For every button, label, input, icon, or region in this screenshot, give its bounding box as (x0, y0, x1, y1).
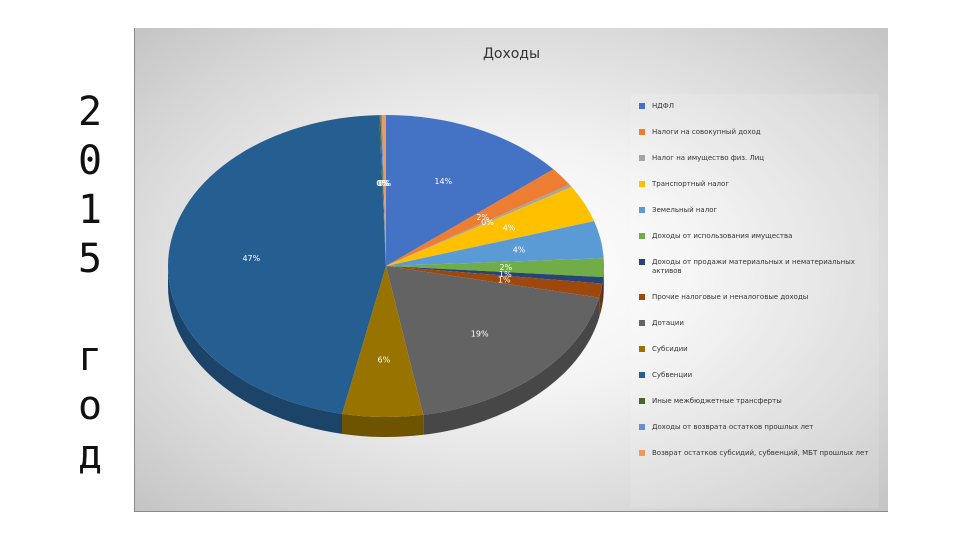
year-char: 0 (77, 138, 103, 184)
pie-slice (379, 115, 386, 266)
pie-slice (380, 115, 386, 267)
pie-slice (386, 186, 595, 266)
chart-title: Доходы (482, 46, 541, 62)
pie-data-label: 2% (476, 213, 489, 222)
pie-data-label: 1% (499, 270, 512, 279)
legend-label: Дотации (652, 319, 684, 327)
legend-label: Прочие налоговые и неналоговые доходы (652, 293, 809, 301)
legend-swatch (639, 233, 645, 239)
pie-slice (167, 115, 386, 414)
pie-slice-side (342, 413, 424, 437)
year-char: 5 (77, 236, 103, 282)
pie-slice (342, 266, 424, 417)
pie-slice-side (603, 266, 604, 298)
legend-swatch (639, 129, 645, 135)
pie-slice (386, 221, 604, 266)
legend-swatch (639, 372, 645, 378)
pie-data-label: 19% (471, 329, 489, 338)
pie-slice (386, 169, 570, 266)
pie-data-label: 47% (242, 254, 260, 263)
pie-slice (386, 266, 604, 284)
chart-area: Доходы 14% 2% 0% 4% 4% 2% 1% 1% 19% 6% 47% 0% 0% 0% Н… (134, 28, 888, 512)
legend-swatch (639, 181, 645, 187)
legend-label: Иные межбюджетные трансферты (652, 397, 782, 405)
pie-slice (386, 184, 572, 266)
pie-data-label: 14% (434, 177, 452, 186)
pie-data-label: 0% (377, 179, 390, 188)
legend-label: Доходы от возврата остатков прошлых лет (652, 423, 814, 431)
legend-swatch (639, 450, 645, 456)
year-char: 1 (77, 187, 103, 233)
legend-label: Транспортный налог (652, 180, 729, 188)
pie-slice-side (423, 297, 600, 435)
pie-slice (386, 115, 554, 266)
pie-chart: 14%2%0%4%4%2%1%1%19%6%47%0%0%0% (167, 115, 604, 437)
legend-label: Доходы от продажи материальных и нематер… (652, 258, 855, 275)
legend-label: Субсидии (652, 345, 688, 353)
year-char: д (77, 432, 103, 478)
year-vertical-label: 2 0 1 5 г о д (70, 88, 110, 480)
legend-swatch (639, 424, 645, 430)
pie-data-label: 1% (498, 276, 511, 285)
year-char: 2 (77, 89, 103, 135)
legend-swatch (639, 398, 645, 404)
legend-label: Субвенции (652, 371, 693, 379)
pie-slice (386, 266, 603, 298)
legend-swatch (639, 346, 645, 352)
pie-data-label: 2% (500, 263, 513, 272)
pie-data-label: 0% (379, 179, 392, 188)
year-char: о (77, 383, 103, 429)
pie-data-label: 0% (481, 218, 494, 227)
legend-label: Доходы от использования имущества (652, 232, 793, 240)
legend-swatch (639, 155, 645, 161)
legend-swatch (639, 259, 645, 265)
legend-swatch (639, 320, 645, 326)
pie-slice-side (168, 266, 343, 434)
legend-swatch (639, 103, 645, 109)
pie-slice (386, 258, 604, 278)
pie-slice-side (599, 283, 603, 318)
legend-swatch (639, 207, 645, 213)
legend-label: НДФЛ (652, 102, 675, 110)
pie-slice (386, 266, 600, 415)
pie-data-label: 0% (376, 179, 389, 188)
legend-label: Земельный налог (652, 206, 718, 214)
chart-legend: НДФЛ Налоги на совокупный доход Налог на и… (631, 94, 879, 508)
year-char: г (77, 334, 103, 380)
pie-slice (381, 115, 386, 266)
legend-label: Возврат остатков субсидий, субвенций, МБ… (652, 449, 869, 457)
legend-label: Налоги на совокупный доход (652, 128, 761, 136)
pie-slice-side (602, 277, 604, 304)
pie-data-label: 4% (503, 223, 516, 232)
legend-label: Налог на имущество физ. Лиц (652, 154, 765, 162)
pie-data-label: 4% (513, 246, 526, 255)
pie-data-label: 6% (378, 356, 391, 365)
year-gap (70, 284, 110, 333)
legend-swatch (639, 294, 645, 300)
